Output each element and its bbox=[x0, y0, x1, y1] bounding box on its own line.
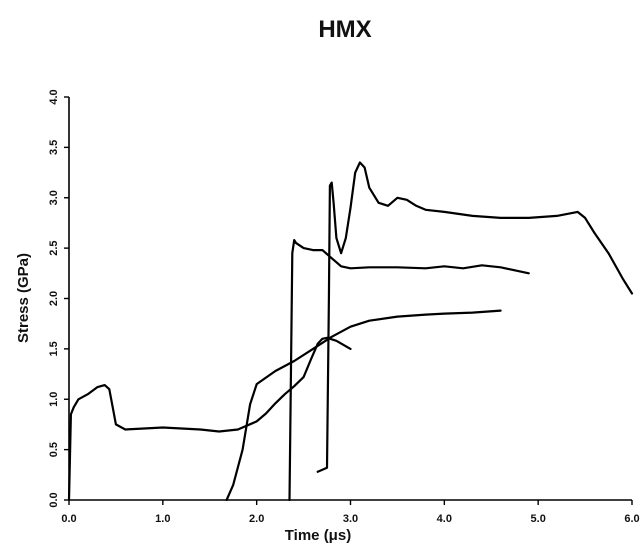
x-tick-label: 2.0 bbox=[249, 513, 264, 525]
series-line-2 bbox=[225, 309, 502, 502]
x-tick-label: 6.0 bbox=[624, 513, 639, 525]
y-tick-label: 2.0 bbox=[48, 291, 60, 306]
axis-ticks: 0.0 1.0 2.0 3.0 4.0 5.0 6.0 0.0 0.5 1.0 1.5 2.0 2.5 3… bbox=[48, 89, 640, 525]
axes bbox=[68, 97, 632, 501]
y-tick-label: 3.0 bbox=[48, 190, 60, 205]
x-tick-label: 1.0 bbox=[155, 513, 170, 525]
series-line-4 bbox=[316, 161, 634, 473]
chart-title: HMX bbox=[318, 16, 371, 43]
x-tick-label: 0.0 bbox=[61, 513, 76, 525]
y-tick-label: 0.5 bbox=[48, 442, 60, 457]
x-tick-label: 4.0 bbox=[437, 513, 452, 525]
x-tick-label: 3.0 bbox=[343, 513, 358, 525]
plot-area bbox=[67, 161, 634, 502]
y-tick-label: 1.5 bbox=[48, 341, 60, 356]
y-tick-label: 0.0 bbox=[48, 492, 60, 507]
y-tick-label: 4.0 bbox=[48, 89, 60, 104]
series-line-1 bbox=[67, 336, 352, 502]
y-axis-label: Stress (GPa) bbox=[15, 253, 32, 343]
y-tick-label: 2.5 bbox=[48, 240, 60, 255]
y-tick-label: 1.0 bbox=[48, 392, 60, 407]
x-axis-label: Time (μs) bbox=[285, 527, 351, 544]
x-tick-label: 5.0 bbox=[531, 513, 546, 525]
series-line-3 bbox=[288, 239, 530, 502]
y-tick-label: 3.5 bbox=[48, 140, 60, 155]
